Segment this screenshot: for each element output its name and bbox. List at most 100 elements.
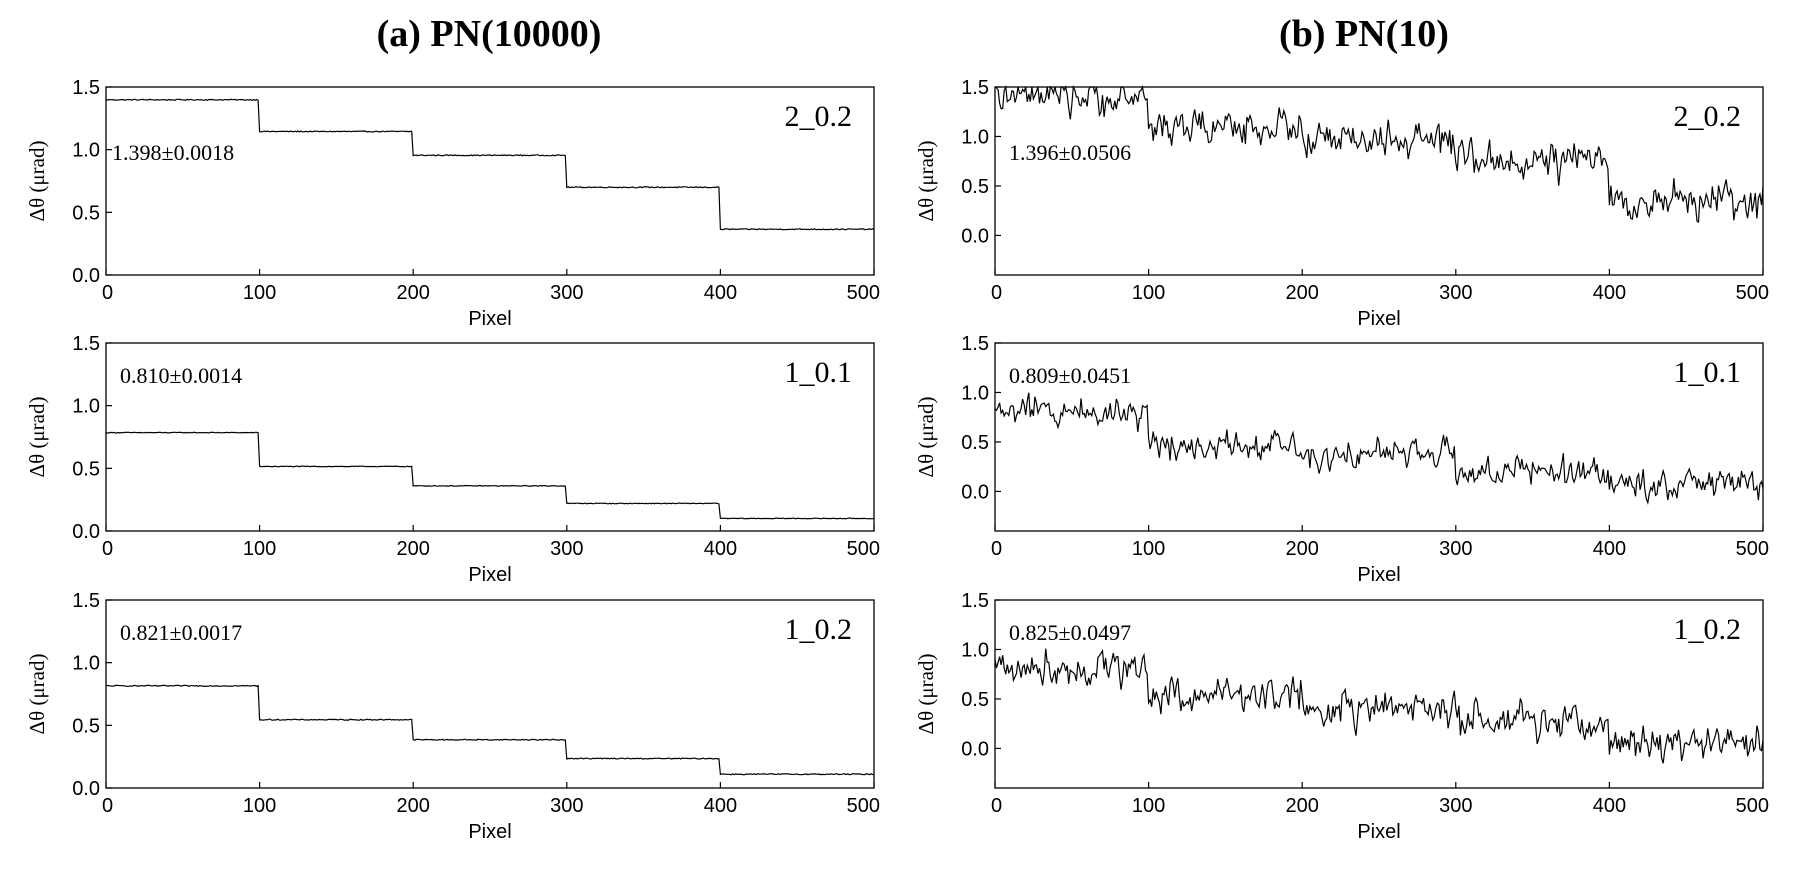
x-tick-label: 400 — [1593, 795, 1626, 817]
stat-label: 0.809±0.0451 — [1009, 363, 1131, 388]
plot-frame — [994, 86, 1764, 276]
y-axis-label: Δθ (μrad) — [914, 141, 938, 222]
x-tick-label: 0 — [102, 282, 113, 304]
x-tick-label: 400 — [1593, 282, 1626, 304]
x-tick-label: 100 — [1132, 538, 1165, 560]
y-tick-label: 1.5 — [72, 590, 100, 612]
y-tick-label: 1.5 — [72, 333, 100, 355]
y-axis-label: Δθ (μrad) — [914, 397, 938, 478]
y-tick-label: 0.0 — [72, 265, 100, 287]
x-tick-label: 200 — [1286, 282, 1319, 304]
x-tick-label: 400 — [704, 795, 737, 817]
x-tick-label: 400 — [704, 538, 737, 560]
x-tick-label: 0 — [991, 282, 1002, 304]
x-tick-label: 100 — [243, 795, 276, 817]
y-axis-label: Δθ (μrad) — [25, 397, 49, 478]
corner-label: 1_0.1 — [785, 356, 853, 389]
x-tick-label: 500 — [1736, 538, 1769, 560]
x-tick-label: 100 — [1132, 282, 1165, 304]
x-axis-label: Pixel — [1357, 308, 1400, 330]
x-tick-label: 300 — [1439, 795, 1472, 817]
x-tick-label: 200 — [397, 538, 430, 560]
plot-frame — [105, 599, 875, 789]
y-tick-label: 1.0 — [961, 382, 989, 404]
series-line — [105, 98, 875, 231]
y-tick-label: 1.0 — [72, 140, 100, 162]
stat-label: 0.821±0.0017 — [120, 620, 242, 645]
x-tick-label: 500 — [847, 538, 880, 560]
x-tick-label: 200 — [1286, 538, 1319, 560]
corner-label: 1_0.1 — [1674, 356, 1742, 389]
column-title-b: (b) PN(10) — [1279, 13, 1449, 55]
x-axis-label: Pixel — [468, 821, 511, 843]
y-tick-label: 0.5 — [961, 432, 989, 454]
panels: 0 100 200 300 400 500 0.0 0.5 1.0 1.5 Pixel Δθ (μra… — [25, 77, 1769, 843]
chart-panel-0-0: 0 100 200 300 400 500 0.0 0.5 1.0 1.5 Pixel Δθ (μra… — [25, 77, 880, 330]
y-tick-label: 1.5 — [961, 77, 989, 99]
x-tick-label: 0 — [991, 795, 1002, 817]
y-tick-label: 1.5 — [961, 590, 989, 612]
series-line — [105, 684, 875, 776]
corner-label: 1_0.2 — [785, 613, 853, 646]
x-tick-label: 100 — [243, 538, 276, 560]
y-tick-label: 0.5 — [961, 176, 989, 198]
y-tick-label: 1.0 — [72, 396, 100, 418]
series-line — [105, 431, 875, 520]
x-tick-label: 200 — [397, 282, 430, 304]
column-title-a: (a) PN(10000) — [377, 13, 602, 55]
y-tick-label: 0.5 — [72, 202, 100, 224]
chart-panel-1-1: 0 100 200 300 400 500 0.0 0.5 1.0 1.5 Pixel Δθ (μra… — [914, 333, 1769, 586]
x-tick-label: 300 — [550, 282, 583, 304]
chart-panel-0-2: 0 100 200 300 400 500 0.0 0.5 1.0 1.5 Pixel Δθ (μra… — [25, 590, 880, 843]
series-line — [994, 392, 1764, 505]
y-tick-label: 1.0 — [961, 126, 989, 148]
x-tick-label: 300 — [1439, 538, 1472, 560]
plot-frame — [105, 342, 875, 532]
series-line — [994, 648, 1764, 764]
y-tick-label: 0.5 — [72, 715, 100, 737]
x-axis-label: Pixel — [468, 308, 511, 330]
x-tick-label: 300 — [1439, 282, 1472, 304]
y-tick-label: 0.0 — [961, 225, 989, 247]
y-tick-label: 0.5 — [72, 458, 100, 480]
stat-label: 1.396±0.0506 — [1009, 140, 1131, 165]
x-tick-label: 400 — [1593, 538, 1626, 560]
stat-label: 1.398±0.0018 — [112, 140, 234, 165]
y-tick-label: 0.0 — [72, 778, 100, 800]
x-tick-label: 0 — [102, 795, 113, 817]
y-tick-label: 0.5 — [961, 689, 989, 711]
x-tick-label: 200 — [397, 795, 430, 817]
x-tick-label: 400 — [704, 282, 737, 304]
x-tick-label: 0 — [102, 538, 113, 560]
x-tick-label: 500 — [1736, 795, 1769, 817]
chart-panel-0-1: 0 100 200 300 400 500 0.0 0.5 1.0 1.5 Pixel Δθ (μra… — [25, 333, 880, 586]
x-tick-label: 300 — [550, 538, 583, 560]
y-tick-label: 1.0 — [72, 653, 100, 675]
x-tick-label: 500 — [847, 795, 880, 817]
stat-label: 0.810±0.0014 — [120, 363, 242, 388]
x-tick-label: 300 — [550, 795, 583, 817]
x-tick-label: 0 — [991, 538, 1002, 560]
x-axis-label: Pixel — [1357, 564, 1400, 586]
y-tick-label: 0.0 — [961, 481, 989, 503]
x-tick-label: 100 — [1132, 795, 1165, 817]
y-tick-label: 1.5 — [961, 333, 989, 355]
x-axis-label: Pixel — [468, 564, 511, 586]
stat-label: 0.825±0.0497 — [1009, 620, 1131, 645]
plot-frame — [994, 342, 1764, 532]
y-tick-label: 0.0 — [961, 738, 989, 760]
x-tick-label: 500 — [1736, 282, 1769, 304]
corner-label: 2_0.2 — [1674, 100, 1742, 133]
x-tick-label: 200 — [1286, 795, 1319, 817]
chart-panel-1-2: 0 100 200 300 400 500 0.0 0.5 1.0 1.5 Pixel Δθ (μra… — [914, 590, 1769, 843]
y-axis-label: Δθ (μrad) — [25, 654, 49, 735]
y-axis-label: Δθ (μrad) — [914, 654, 938, 735]
x-axis-label: Pixel — [1357, 821, 1400, 843]
x-tick-label: 100 — [243, 282, 276, 304]
corner-label: 2_0.2 — [785, 100, 853, 133]
corner-label: 1_0.2 — [1674, 613, 1742, 646]
plot-frame — [105, 86, 875, 276]
y-tick-label: 1.0 — [961, 639, 989, 661]
y-tick-label: 0.0 — [72, 521, 100, 543]
